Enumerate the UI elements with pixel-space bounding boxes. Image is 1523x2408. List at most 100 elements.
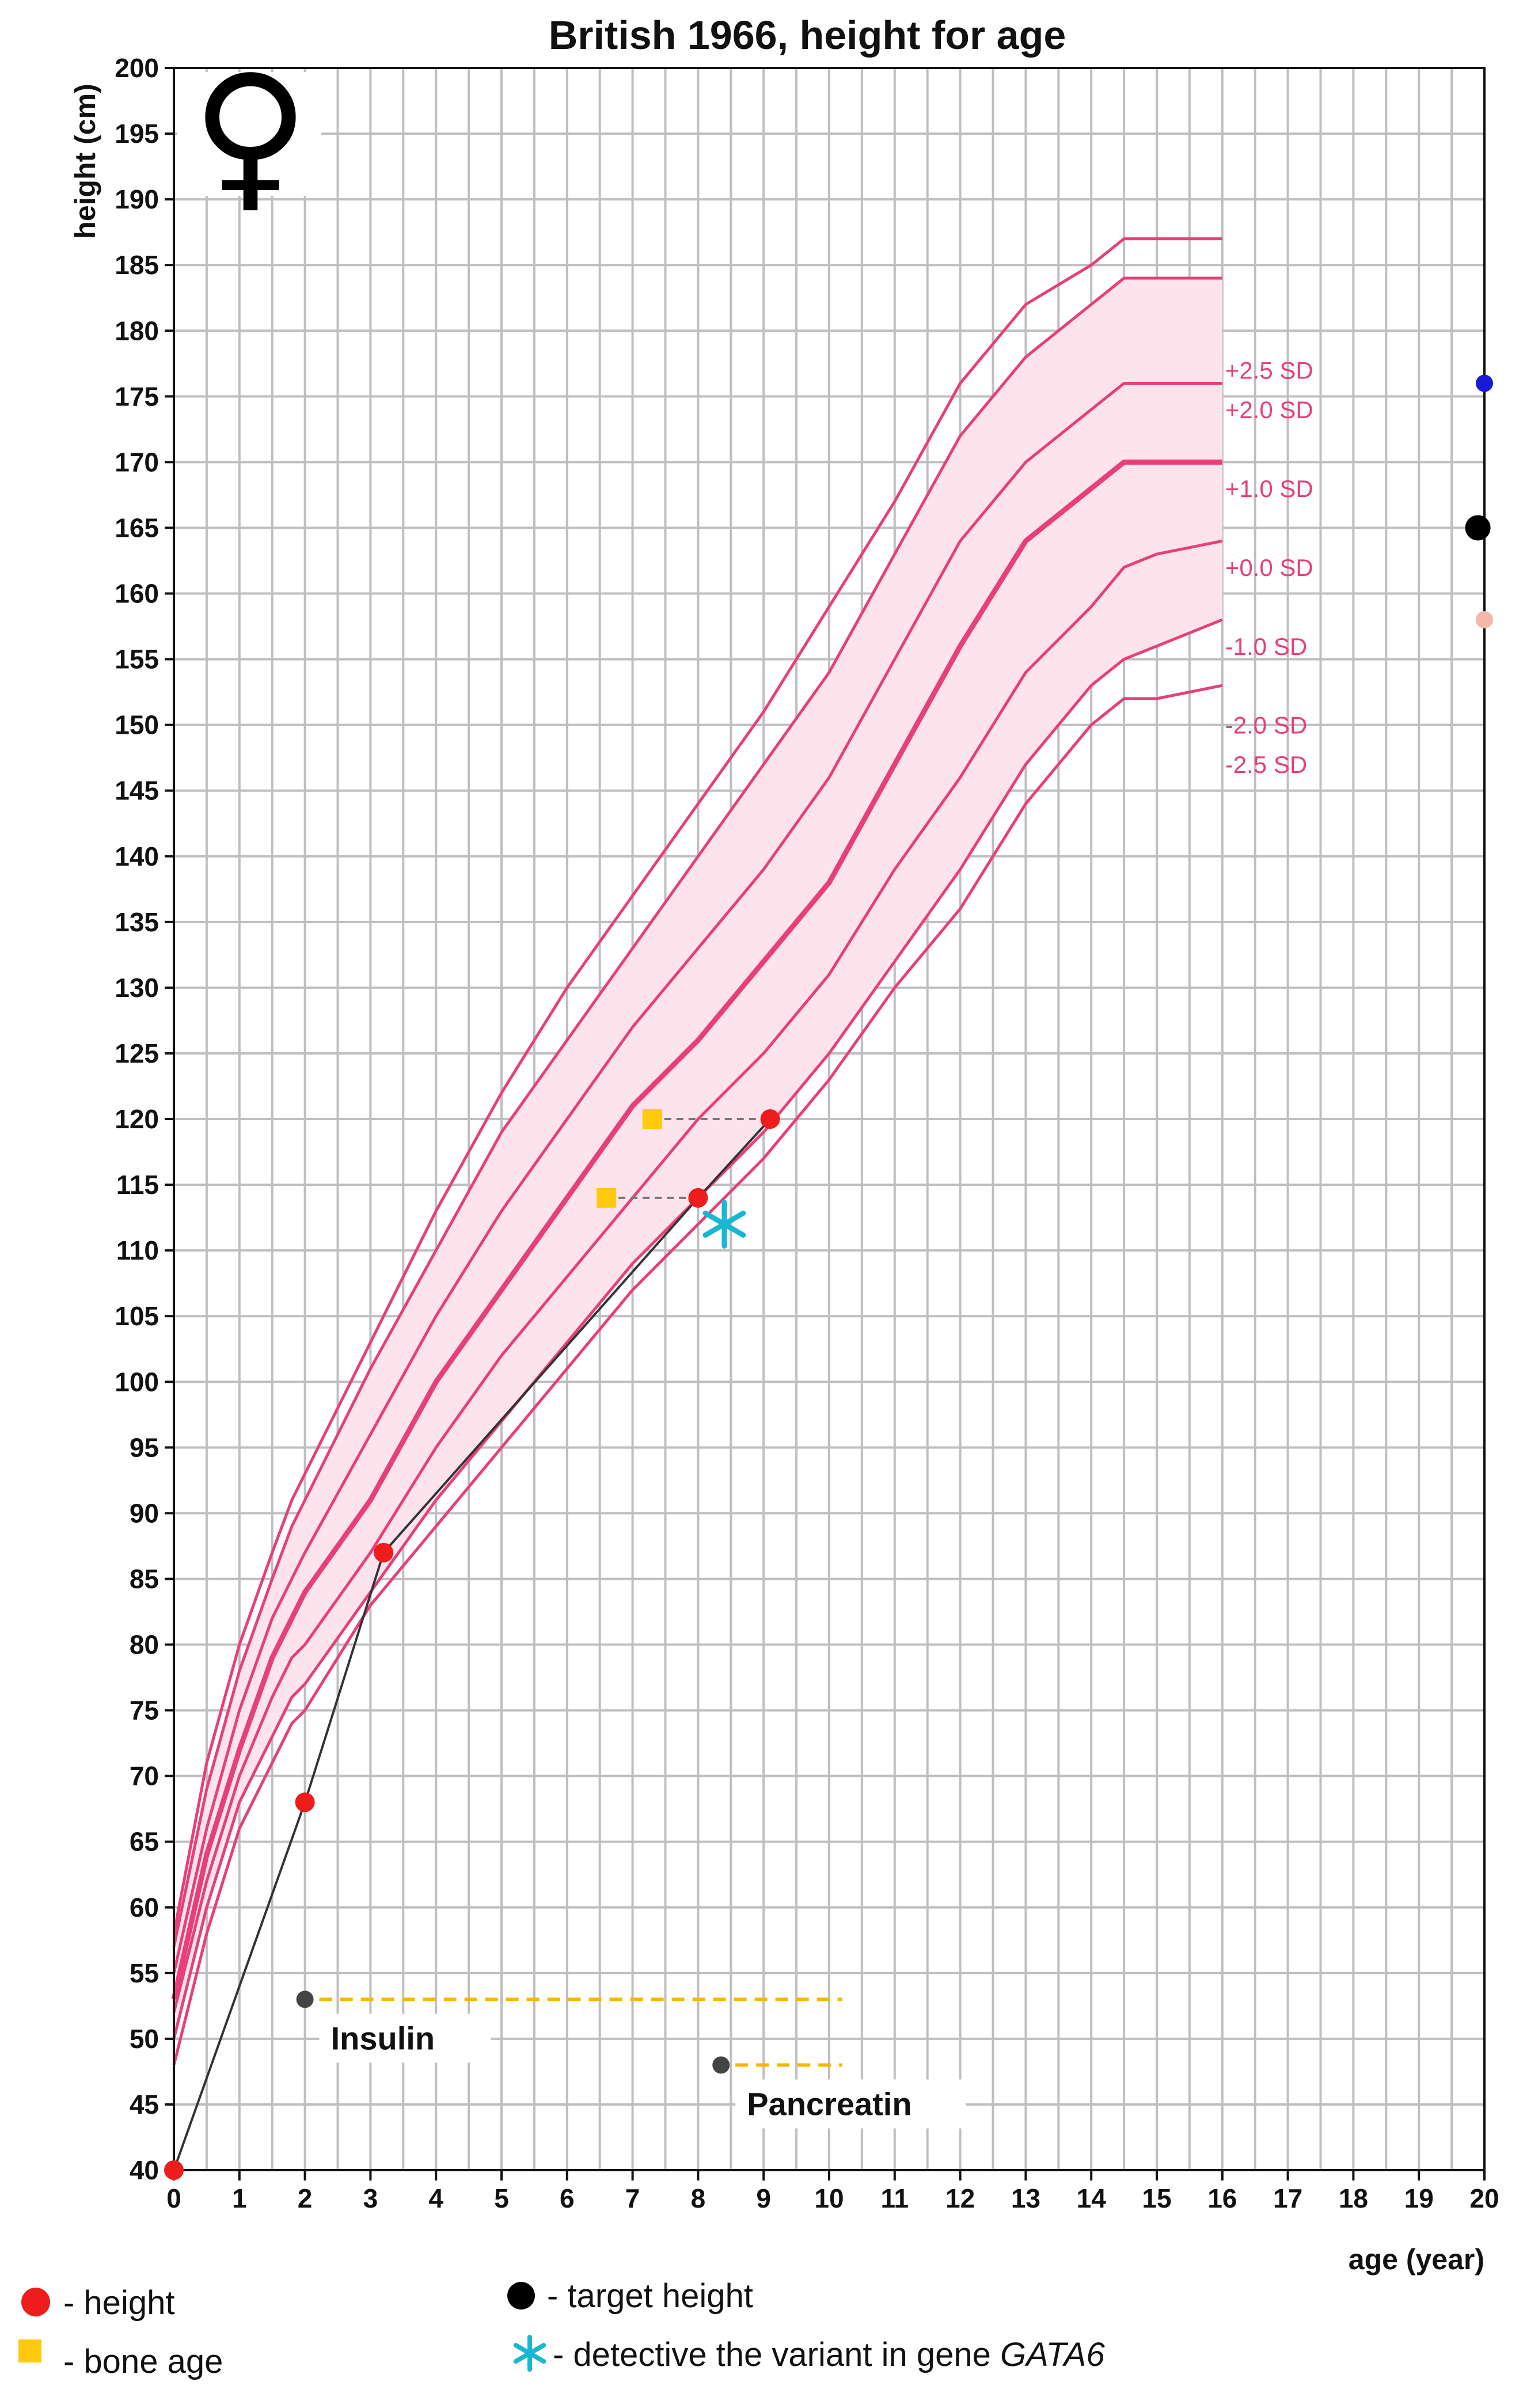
y-tick-label: 200 <box>115 53 159 83</box>
reference-curve-25sd <box>172 237 1222 1934</box>
x-tick-label: 20 <box>1469 2183 1499 2213</box>
gata6-asterisk-stroke <box>702 1211 746 1238</box>
y-tick-label: 60 <box>130 1893 159 1922</box>
target-range-marker <box>1476 611 1493 629</box>
target-range-marker <box>1476 374 1493 392</box>
reference-curve-20sd <box>172 618 1223 2039</box>
x-tick-label: 16 <box>1207 2183 1237 2213</box>
x-tick-label: 9 <box>756 2183 771 2213</box>
x-axis-label: age (year) <box>1349 2243 1484 2276</box>
height-point <box>164 2160 184 2180</box>
y-tick-label: 185 <box>115 250 159 280</box>
y-tick-label: 45 <box>130 2090 159 2119</box>
treatment-label-backdrop <box>735 2079 966 2129</box>
y-tick-label: 170 <box>115 447 159 477</box>
y-tick-label: 160 <box>115 579 159 609</box>
chart-title: British 1966, height for age <box>549 13 1066 58</box>
y-tick-label: 110 <box>116 1235 159 1265</box>
x-tick-label: 6 <box>560 2183 575 2213</box>
target-height-point <box>1465 515 1491 541</box>
x-tick-label: 8 <box>691 2183 706 2213</box>
reference-curve-20sd <box>172 276 1222 1947</box>
reference-curve-00sd <box>171 459 1222 2000</box>
height-point <box>295 1792 315 1812</box>
y-tick-label: 135 <box>115 907 159 937</box>
legend-gata6-symbol <box>513 2343 546 2364</box>
height-point <box>374 1542 394 1563</box>
y-tick-label: 155 <box>115 644 159 674</box>
bone-age-point <box>597 1188 617 1208</box>
y-tick-label: 95 <box>130 1432 159 1462</box>
treatment-label: Insulin <box>331 2020 435 2056</box>
y-tick-label: 180 <box>115 316 159 346</box>
y-tick-label: 165 <box>115 513 159 543</box>
female-symbol: ♀ <box>177 41 321 229</box>
y-tick-label: 190 <box>115 184 159 214</box>
x-tick-label: 19 <box>1404 2183 1434 2213</box>
y-tick-label: 40 <box>130 2155 159 2185</box>
normal-range-band <box>174 278 1222 2039</box>
y-tick-label: 140 <box>115 841 159 871</box>
sd-label: +1.0 SD <box>1225 475 1313 502</box>
y-tick-label: 50 <box>130 2024 159 2054</box>
sd-label: +2.5 SD <box>1225 357 1313 384</box>
y-tick-label: 115 <box>116 1170 159 1200</box>
y-tick-label: 145 <box>115 776 159 806</box>
gata6-asterisk <box>702 1200 746 1249</box>
sd-label: +2.0 SD <box>1225 396 1313 423</box>
x-tick-label: 14 <box>1077 2183 1107 2213</box>
x-tick-label: 4 <box>428 2183 443 2213</box>
legend: - height - bone age - target height - detec… <box>18 2277 1105 2380</box>
reference-curve-10sd <box>172 382 1222 1974</box>
sd-band <box>174 278 1222 2039</box>
x-tick-label: 12 <box>945 2183 975 2213</box>
y-tick-label: 130 <box>115 973 159 1003</box>
patient-series <box>164 374 1493 2180</box>
female-symbol-glyph: ♀ <box>191 41 309 229</box>
y-tick-label: 70 <box>130 1761 159 1791</box>
x-tick-label: 11 <box>880 2183 909 2213</box>
y-tick-label: 75 <box>130 1696 159 1726</box>
legend-target-symbol <box>507 2282 535 2310</box>
y-tick-label: 125 <box>115 1038 159 1068</box>
y-tick-label: 150 <box>115 710 159 740</box>
height-point <box>760 1109 780 1129</box>
y-tick-label: 100 <box>115 1367 159 1397</box>
treatment-start-point <box>712 2056 730 2074</box>
y-tick-label: 105 <box>115 1301 159 1331</box>
sd-label: -2.0 SD <box>1225 712 1307 739</box>
y-tick-label: 55 <box>130 1958 159 1988</box>
bone-age-point <box>642 1109 662 1129</box>
x-tick-label: 13 <box>1011 2183 1040 2213</box>
sd-label: -2.5 SD <box>1225 751 1307 778</box>
x-tick-label: 3 <box>363 2183 378 2213</box>
y-tick-label: 65 <box>130 1827 159 1857</box>
treatments: Insulin Pancreatin <box>296 1990 966 2129</box>
sd-labels: +2.5 SD +2.0 SD +1.0 SD +0.0 SD -1.0 SD -2.0 … <box>1225 357 1313 778</box>
x-tick-label: 17 <box>1273 2183 1302 2213</box>
legend-target-label: - target height <box>547 2277 753 2315</box>
height-point <box>688 1188 708 1208</box>
legend-gata6-label: - detective the variant in gene GATA6 <box>553 2336 1105 2373</box>
reference-curve-25sd <box>172 684 1223 2066</box>
y-tick-label: 80 <box>130 1630 159 1660</box>
x-tick-label: 1 <box>232 2183 247 2213</box>
treatment-label: Pancreatin <box>747 2086 911 2122</box>
sd-label: +0.0 SD <box>1225 554 1313 581</box>
y-axis-label: height (cm) <box>69 84 101 238</box>
axis-ticks: 0 1 2 3 4 5 6 7 8 9 10 11 12 13 14 15 16 17 18 19 2040455055… <box>115 53 1499 2213</box>
y-tick-label: 175 <box>115 381 159 411</box>
x-tick-label: 18 <box>1339 2183 1368 2213</box>
y-tick-label: 90 <box>130 1498 159 1528</box>
legend-height-symbol <box>21 2288 50 2316</box>
x-tick-label: 2 <box>298 2183 313 2213</box>
y-tick-label: 195 <box>115 119 159 149</box>
legend-height-label: - height <box>63 2284 174 2322</box>
y-tick-label: 85 <box>130 1564 159 1594</box>
x-tick-label: 0 <box>166 2183 181 2213</box>
x-tick-label: 7 <box>625 2183 640 2213</box>
treatment-label-backdrop <box>319 2013 491 2063</box>
x-tick-label: 5 <box>494 2183 509 2213</box>
x-tick-label: 10 <box>814 2183 844 2213</box>
